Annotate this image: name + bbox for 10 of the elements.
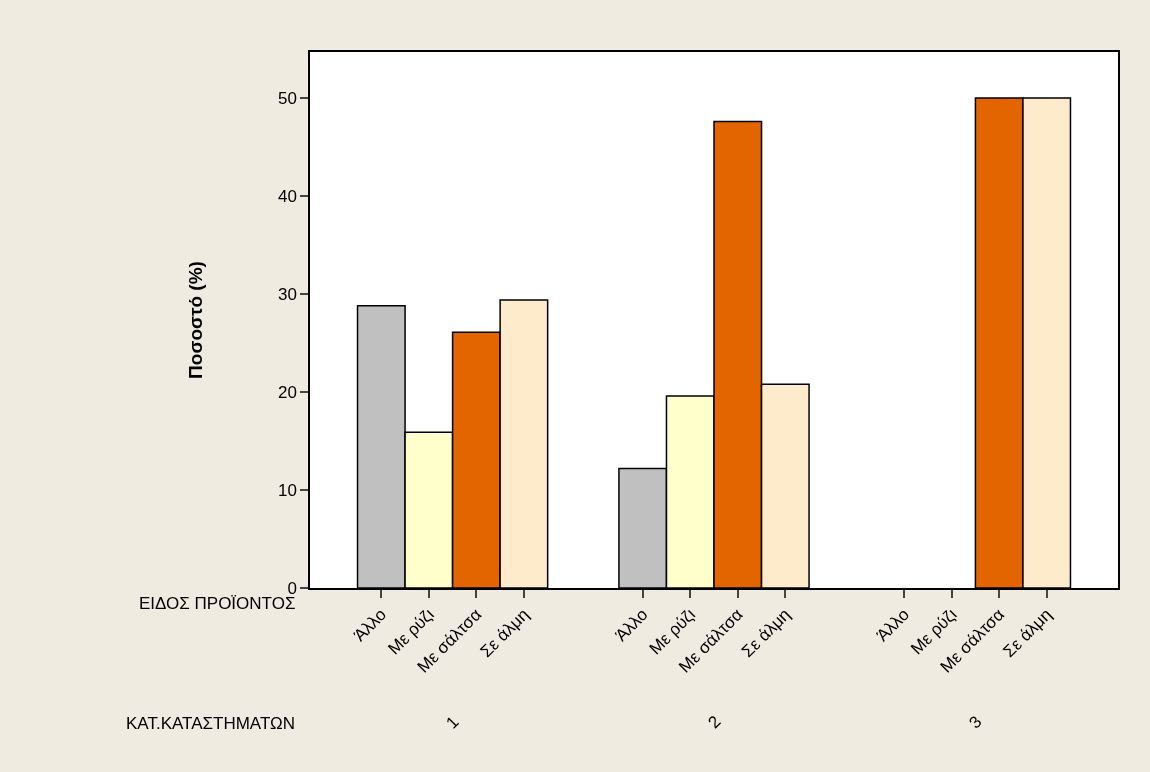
y-tick-label: 50	[277, 89, 297, 108]
x-tick-label: 2	[704, 711, 725, 733]
x-tick-label: 3	[965, 712, 986, 733]
y-tick-label: 10	[277, 480, 297, 500]
y-tick-label: 30	[277, 284, 297, 304]
text: ΚΑΤ.ΚΑΤΑΣΤΗΜΑΤΩΝ	[126, 714, 296, 733]
x-tick-label: 1	[442, 712, 463, 733]
y-axis-title: Ποσοστό (%)	[185, 261, 207, 379]
y-tick-label: 40	[277, 186, 297, 206]
y-tick-label: 20	[277, 382, 297, 402]
